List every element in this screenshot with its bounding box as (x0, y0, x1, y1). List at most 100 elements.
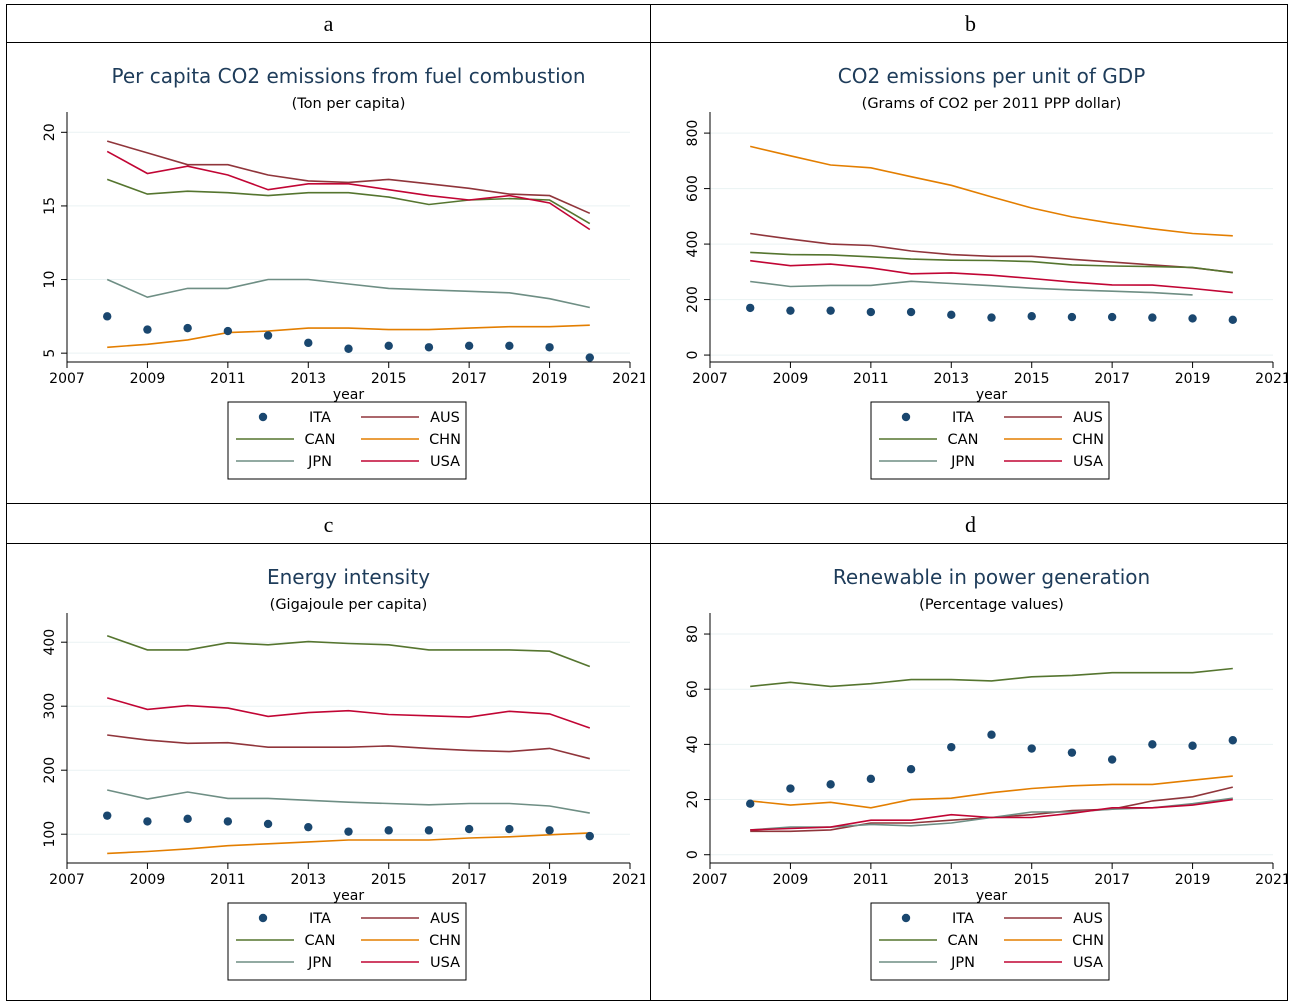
data-point-ITA (344, 344, 353, 353)
data-point-ITA (746, 303, 755, 313)
legend-marker-ITA (901, 412, 911, 422)
legend-label-CAN: CAN (305, 432, 336, 448)
chart-title: Renewable in power generation (833, 565, 1150, 589)
y-tick-label: 5 (42, 349, 58, 358)
legend-label-AUS: AUS (430, 911, 460, 927)
legend-label-JPN: JPN (950, 454, 975, 470)
data-point-ITA (1148, 313, 1157, 322)
y-tick-label: 600 (685, 175, 701, 202)
y-tick-label: 400 (685, 231, 701, 258)
data-point-ITA (987, 313, 996, 322)
data-point-ITA (1027, 744, 1036, 753)
x-tick-label: 2021 (1255, 371, 1288, 387)
x-tick-label: 2013 (933, 371, 969, 387)
data-point-ITA (1148, 740, 1157, 749)
legend-label-AUS: AUS (1073, 410, 1103, 426)
y-tick-label: 200 (685, 286, 701, 313)
x-tick-label: 2011 (210, 371, 246, 387)
data-point-ITA (947, 310, 956, 320)
chart-subtitle: (Grams of CO2 per 2011 PPP dollar) (862, 96, 1122, 112)
series-line-USA (750, 798, 1233, 831)
y-tick-label: 0 (685, 351, 701, 360)
legend-label-USA: USA (1073, 955, 1103, 971)
chart-subtitle: (Percentage values) (919, 597, 1064, 613)
y-tick-label: 40 (685, 735, 701, 753)
data-point-ITA (826, 780, 835, 789)
y-tick-label: 20 (42, 123, 58, 141)
chart-svg: Per capita CO2 emissions from fuel combu… (42, 64, 648, 480)
x-tick-label: 2011 (853, 872, 889, 888)
chart-title: CO2 emissions per unit of GDP (838, 64, 1146, 88)
x-tick-label: 2009 (130, 872, 166, 888)
data-point-ITA (1067, 748, 1077, 757)
legend-label-ITA: ITA (309, 410, 331, 426)
grid-divider-bottom (7, 543, 1287, 544)
x-tick-label: 2021 (612, 371, 645, 387)
legend-label-ITA: ITA (952, 911, 974, 927)
legend-label-CAN: CAN (305, 933, 336, 949)
x-tick-label: 2015 (371, 872, 407, 888)
x-tick-label: 2017 (1094, 371, 1130, 387)
legend-label-ITA: ITA (309, 911, 331, 927)
data-point-ITA (1188, 741, 1197, 750)
x-tick-label: 2021 (612, 872, 645, 888)
x-tick-label: 2011 (853, 371, 889, 387)
chart-subtitle: (Ton per capita) (292, 96, 406, 112)
data-point-ITA (746, 799, 755, 808)
x-tick-label: 2013 (290, 872, 326, 888)
data-point-ITA (1228, 315, 1237, 325)
panel-label-b: b (965, 11, 976, 36)
legend-label-USA: USA (430, 955, 460, 971)
data-point-ITA (545, 343, 554, 352)
y-tick-label: 0 (685, 850, 701, 859)
x-axis-label: year (333, 888, 364, 904)
x-tick-label: 2019 (532, 371, 568, 387)
data-point-ITA (585, 831, 594, 841)
x-tick-label: 2009 (773, 872, 809, 888)
data-point-ITA (183, 323, 192, 333)
data-point-ITA (183, 814, 192, 824)
legend-label-AUS: AUS (430, 410, 460, 426)
x-tick-label: 2013 (290, 371, 326, 387)
data-point-ITA (424, 826, 434, 835)
data-point-ITA (304, 822, 313, 832)
data-point-ITA (223, 326, 233, 336)
x-tick-label: 2019 (1175, 371, 1211, 387)
legend-box (870, 401, 1110, 480)
data-point-ITA (143, 325, 152, 334)
chart-subtitle: (Gigajoule per capita) (270, 597, 428, 613)
legend-marker-ITA (258, 913, 268, 923)
y-tick-label: 200 (42, 757, 58, 784)
chart-co2-per-gdp: CO2 emissions per unit of GDP (Grams of C… (653, 45, 1291, 504)
series-line-USA (106, 150, 591, 231)
x-tick-label: 2019 (532, 872, 568, 888)
chart-svg: CO2 emissions per unit of GDP (Grams of C… (685, 64, 1291, 480)
data-point-ITA (505, 341, 514, 351)
series-line-AUS (106, 140, 591, 215)
data-point-ITA (866, 307, 876, 317)
data-point-ITA (1107, 755, 1117, 764)
y-tick-label: 60 (685, 680, 701, 698)
series-line-CHN (750, 775, 1233, 809)
x-axis-label: year (976, 888, 1007, 904)
x-tick-label: 2017 (1094, 872, 1130, 888)
data-point-ITA (424, 343, 434, 352)
x-tick-label: 2017 (451, 872, 487, 888)
chart-title: Energy intensity (267, 565, 430, 589)
legend-label-ITA: ITA (952, 410, 974, 426)
data-point-ITA (384, 341, 393, 351)
x-tick-label: 2007 (692, 371, 728, 387)
series-line-CHN (750, 145, 1233, 237)
legend-label-CHN: CHN (1072, 933, 1104, 949)
data-point-ITA (103, 312, 112, 321)
x-tick-label: 2007 (692, 872, 728, 888)
data-point-ITA (1107, 312, 1117, 322)
x-tick-label: 2009 (130, 371, 166, 387)
series-line-AUS (750, 786, 1233, 833)
data-point-ITA (826, 306, 835, 315)
chart-svg: Energy intensity (Gigajoule per capita) 10… (42, 565, 648, 981)
y-tick-label: 10 (42, 271, 58, 289)
legend-label-JPN: JPN (950, 955, 975, 971)
chart-per-capita-co2: Per capita CO2 emissions from fuel combu… (10, 45, 648, 504)
data-point-ITA (263, 331, 273, 340)
